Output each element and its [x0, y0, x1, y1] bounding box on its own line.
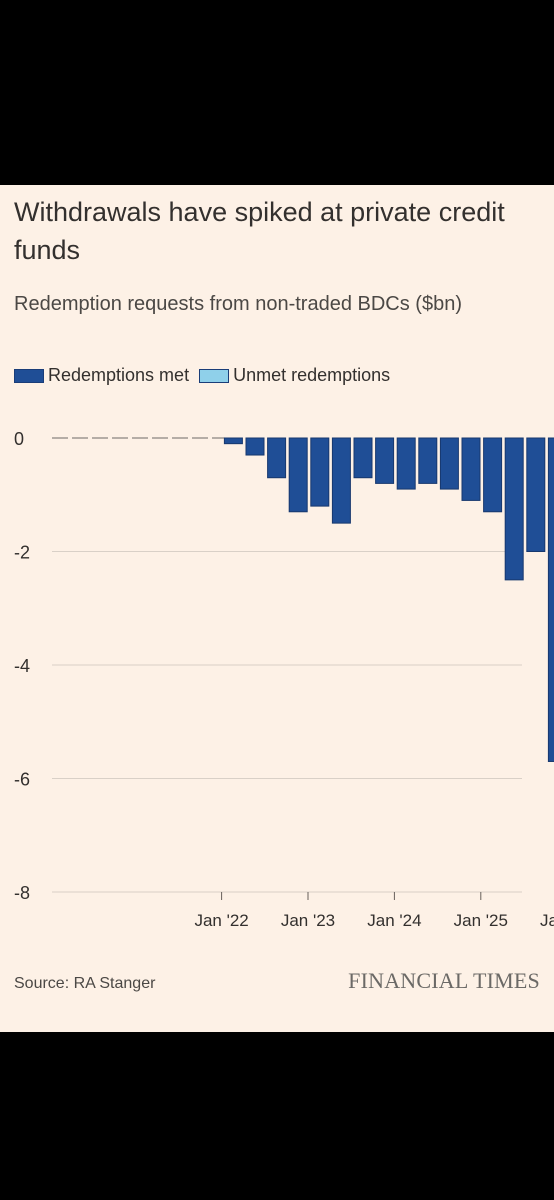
legend-item-unmet: Unmet redemptions: [199, 365, 390, 386]
x-tick-label: Jan '25: [454, 911, 508, 930]
bar-redemptions-met: [418, 437, 438, 484]
legend-swatch-met: [14, 368, 44, 383]
bar-redemptions-met: [504, 437, 524, 581]
bar-redemptions-met: [483, 437, 503, 513]
bar-redemptions-met: [396, 437, 416, 490]
bar-redemptions-met: [375, 437, 395, 484]
x-tick-label: Jan '22: [194, 911, 248, 930]
legend-label-unmet: Unmet redemptions: [233, 365, 391, 385]
bar-redemptions-met: [353, 437, 373, 479]
legend: Redemptions met Unmet redemptions: [14, 365, 400, 386]
bar-redemptions-met: [267, 437, 287, 479]
legend-swatch-unmet: [199, 368, 230, 383]
bar-redemptions-met: [526, 437, 546, 552]
bar-redemptions-met: [288, 437, 308, 513]
y-tick-label: -2: [14, 543, 30, 563]
brand-logo: FINANCIAL TIMES: [348, 968, 540, 993]
source-note: Source: RA Stanger: [14, 975, 156, 992]
y-tick-label: -8: [14, 883, 30, 903]
bar-redemptions-met: [461, 437, 481, 501]
bar-chart: 0 -2 -4 -6 -8 Jan '22 Jan '23 Jan '24 Jan '25 Jan…: [14, 429, 554, 930]
bar-redemptions-met: [245, 437, 265, 456]
x-tick-label: Jan '26: [540, 911, 554, 930]
y-tick-label: 0: [14, 429, 24, 449]
y-tick-label: -4: [14, 656, 30, 676]
chart-subtitle: Redemption requests from non-traded BDCs…: [14, 293, 462, 315]
bar-redemptions-met: [331, 437, 351, 524]
bar-redemptions-met: [547, 437, 554, 762]
x-tick-label: Jan '24: [367, 911, 421, 930]
bar-redemptions-met: [439, 437, 459, 490]
y-tick-label: -6: [14, 770, 30, 790]
legend-item-met: Redemptions met: [14, 365, 189, 386]
bar-redemptions-met: [223, 437, 243, 445]
x-tick-label: Jan '23: [281, 911, 335, 930]
chart-title: Withdrawals have spiked at private credi…: [14, 197, 505, 265]
chart-card: Withdrawals have spiked at private credi…: [0, 185, 554, 1032]
legend-label-met: Redemptions met: [48, 365, 190, 385]
bar-redemptions-met: [310, 437, 330, 507]
